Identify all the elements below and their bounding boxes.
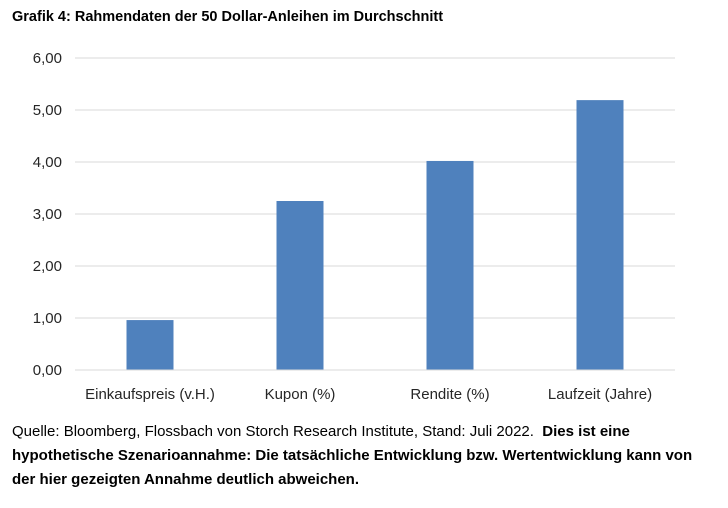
- y-tick-label: 2,00: [33, 258, 62, 275]
- bar: [276, 201, 324, 370]
- gridlines: [75, 57, 675, 319]
- y-tick-label: 4,00: [33, 154, 62, 171]
- x-axis-category-labels: Einkaufspreis (v.H.) Kupon (%) Rendite (%)…: [85, 386, 652, 403]
- chart-title: Grafik 4: Rahmendaten der 50 Dollar-Anle…: [12, 9, 444, 25]
- footnote: Quelle: Bloomberg, Flossbach von Storch …: [12, 420, 717, 492]
- x-category-label: Kupon (%): [265, 386, 336, 403]
- y-tick-label: 5,00: [33, 102, 62, 119]
- x-category-label: Einkaufspreis (v.H.): [85, 386, 215, 403]
- x-category-label: Rendite (%): [410, 386, 489, 403]
- y-tick-label: 0,00: [33, 362, 62, 379]
- bar-chart: 0,00 1,00 2,00 3,00 4,00 5,00 6,00 Einkaufspre…: [33, 50, 675, 403]
- y-axis-tick-labels: 0,00 1,00 2,00 3,00 4,00 5,00 6,00: [33, 50, 62, 379]
- source-note: Quelle: Bloomberg, Flossbach von Storch …: [12, 423, 534, 440]
- bar: [426, 160, 474, 370]
- disclaimer-note: Dies ist eine hypothetische Szenarioanna…: [12, 423, 693, 488]
- y-tick-label: 1,00: [33, 310, 62, 327]
- bar: [126, 320, 174, 370]
- bar: [576, 100, 624, 371]
- bars: [126, 100, 624, 371]
- y-tick-label: 3,00: [33, 206, 62, 223]
- y-tick-label: 6,00: [33, 50, 62, 67]
- x-category-label: Laufzeit (Jahre): [548, 386, 652, 403]
